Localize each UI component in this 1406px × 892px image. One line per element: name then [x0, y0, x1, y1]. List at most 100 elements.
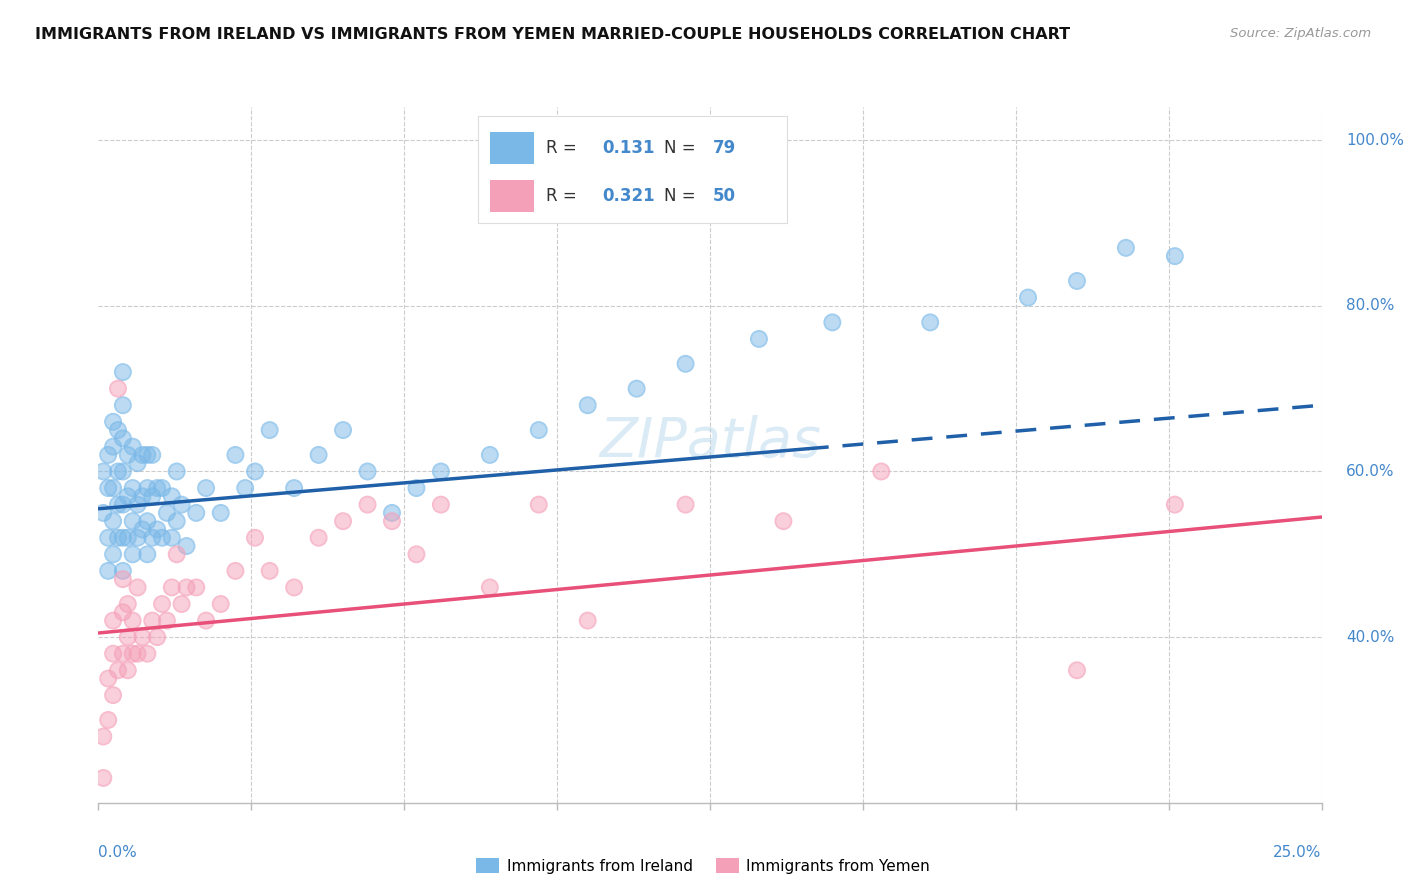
Point: [772, 514, 794, 528]
Point: [356, 498, 378, 512]
Legend: Immigrants from Ireland, Immigrants from Yemen: Immigrants from Ireland, Immigrants from…: [470, 852, 936, 880]
Point: [430, 498, 453, 512]
Point: [150, 597, 173, 611]
Point: [308, 531, 330, 545]
FancyBboxPatch shape: [491, 132, 534, 164]
Point: [772, 514, 794, 528]
Point: [224, 448, 246, 462]
Point: [1115, 241, 1137, 255]
Point: [141, 448, 163, 462]
Point: [356, 498, 378, 512]
Point: [111, 431, 134, 445]
Point: [920, 315, 942, 329]
Point: [107, 663, 129, 677]
Point: [111, 564, 134, 578]
Point: [136, 547, 159, 561]
Point: [101, 547, 124, 561]
Point: [91, 771, 114, 785]
Point: [127, 456, 149, 470]
Point: [121, 514, 143, 528]
Text: 80.0%: 80.0%: [1346, 298, 1395, 313]
Point: [626, 382, 648, 396]
Point: [141, 531, 163, 545]
Point: [478, 581, 501, 595]
Point: [1164, 498, 1187, 512]
Point: [136, 481, 159, 495]
Point: [107, 498, 129, 512]
Point: [111, 647, 134, 661]
Point: [209, 506, 232, 520]
Point: [111, 365, 134, 379]
Point: [127, 581, 149, 595]
FancyBboxPatch shape: [491, 180, 534, 212]
Point: [111, 398, 134, 412]
Point: [259, 423, 281, 437]
Point: [141, 489, 163, 503]
Point: [381, 514, 404, 528]
Point: [136, 514, 159, 528]
Point: [127, 647, 149, 661]
Point: [131, 489, 153, 503]
Point: [176, 539, 198, 553]
Point: [97, 672, 120, 686]
Point: [136, 514, 159, 528]
Point: [160, 489, 183, 503]
Point: [107, 423, 129, 437]
Point: [107, 498, 129, 512]
Point: [107, 465, 129, 479]
Point: [107, 382, 129, 396]
Point: [101, 614, 124, 628]
Point: [136, 448, 159, 462]
Point: [259, 564, 281, 578]
Point: [233, 481, 256, 495]
Text: N =: N =: [664, 139, 700, 157]
Point: [160, 581, 183, 595]
Point: [131, 523, 153, 537]
Point: [332, 514, 354, 528]
Point: [121, 440, 143, 454]
Point: [136, 481, 159, 495]
Point: [121, 547, 143, 561]
Point: [920, 315, 942, 329]
Point: [121, 481, 143, 495]
Point: [117, 489, 139, 503]
Point: [1164, 498, 1187, 512]
Point: [405, 547, 427, 561]
Point: [101, 514, 124, 528]
Point: [111, 465, 134, 479]
Point: [576, 398, 599, 412]
Point: [1164, 249, 1187, 263]
Point: [156, 614, 179, 628]
Point: [243, 465, 266, 479]
Point: [675, 498, 697, 512]
Point: [259, 564, 281, 578]
Point: [91, 730, 114, 744]
Point: [141, 531, 163, 545]
Point: [150, 481, 173, 495]
Point: [170, 597, 193, 611]
Point: [101, 547, 124, 561]
Point: [127, 456, 149, 470]
Point: [478, 581, 501, 595]
Point: [101, 647, 124, 661]
Point: [107, 663, 129, 677]
Point: [111, 365, 134, 379]
Point: [150, 531, 173, 545]
Point: [117, 630, 139, 644]
Point: [430, 498, 453, 512]
Point: [97, 481, 120, 495]
Point: [146, 630, 169, 644]
Point: [186, 581, 208, 595]
Point: [117, 489, 139, 503]
Point: [821, 315, 844, 329]
Point: [209, 597, 232, 611]
Point: [748, 332, 770, 346]
Point: [111, 431, 134, 445]
Point: [186, 506, 208, 520]
Point: [107, 382, 129, 396]
Point: [136, 547, 159, 561]
Point: [117, 448, 139, 462]
Point: [97, 448, 120, 462]
Point: [156, 506, 179, 520]
Point: [121, 614, 143, 628]
